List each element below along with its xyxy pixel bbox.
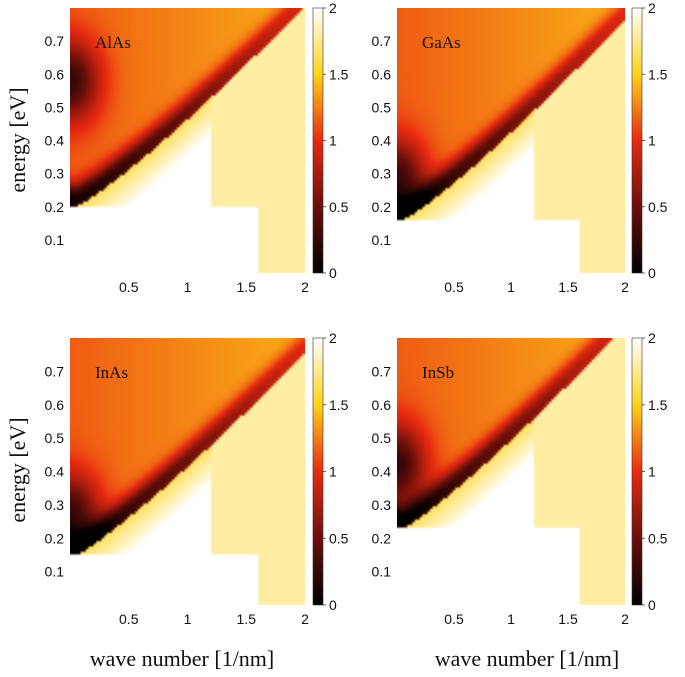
y-tick-label: 0.1: [372, 232, 392, 248]
colorbar-tick-label: 1: [648, 464, 656, 480]
x-tick-label: 1: [507, 279, 515, 295]
x-tick-label: 1.5: [237, 611, 257, 627]
y-tick-label: 0.3: [45, 166, 65, 182]
colorbar-tick-label: 1: [648, 133, 656, 149]
y-tick-label: 0.3: [45, 497, 65, 513]
y-tick-label: 0.4: [372, 464, 392, 480]
colorbar-tick-label: 1.5: [329, 397, 349, 413]
colorbar-tick-label: 2: [329, 330, 337, 346]
x-tick-label: 1.5: [558, 611, 578, 627]
colorbar-tick-label: 1.5: [648, 397, 668, 413]
panel-gaas: GaAs 0.1 0.2 0.3 0.4 0.5 0.6 0.7 0.5 1 1.5 2 0 0.5 1 1.…: [372, 0, 668, 295]
y-tick-label: 0.5: [45, 430, 65, 446]
heatmap-image-alas: [70, 8, 305, 273]
y-tick-label: 0.7: [45, 33, 65, 49]
y-tick-label: 0.5: [372, 430, 392, 446]
x-tick-label: 0.5: [119, 611, 139, 627]
y-tick-label: 0.2: [372, 199, 392, 215]
panel-label: GaAs: [422, 33, 461, 52]
panel-label: InSb: [422, 363, 454, 382]
y-axis-label-top: energy [eV]: [5, 87, 30, 192]
x-tick-label: 2: [621, 611, 629, 627]
y-tick-label: 0.5: [45, 99, 65, 115]
x-tick-label: 0.5: [119, 279, 139, 295]
panel-insb: InSb 0.1 0.2 0.3 0.4 0.5 0.6 0.7 0.5 1 1.5 2 0 0.5 1 1.…: [372, 330, 668, 627]
y-tick-label: 0.2: [45, 199, 65, 215]
y-tick-label: 0.4: [372, 133, 392, 149]
x-tick-label: 1.5: [237, 279, 257, 295]
y-tick-label: 0.1: [45, 564, 65, 580]
colorbar-tick-label: 1.5: [329, 66, 349, 82]
colorbar: [631, 337, 643, 606]
x-tick-label: 2: [621, 279, 629, 295]
colorbar-tick-label: 0.5: [329, 199, 349, 215]
colorbar: [631, 7, 643, 274]
colorbar-tick-label: 0: [329, 265, 337, 281]
x-tick-label: 1.5: [558, 279, 578, 295]
y-tick-label: 0.4: [45, 133, 65, 149]
y-tick-label: 0.2: [45, 530, 65, 546]
colorbar-tick-label: 1: [329, 464, 337, 480]
colorbar: [312, 7, 324, 274]
y-tick-label: 0.7: [372, 33, 392, 49]
colorbar-tick-label: 2: [648, 0, 656, 16]
y-tick-label: 0.4: [45, 464, 65, 480]
y-tick-label: 0.1: [45, 232, 65, 248]
colorbar-tick-label: 2: [648, 330, 656, 346]
y-tick-label: 0.3: [372, 497, 392, 513]
y-tick-label: 0.3: [372, 166, 392, 182]
y-tick-label: 0.2: [372, 530, 392, 546]
panel-label: InAs: [95, 363, 128, 382]
colorbar-tick-label: 1: [329, 133, 337, 149]
y-tick-label: 0.7: [45, 363, 65, 379]
x-tick-label: 2: [301, 279, 309, 295]
x-tick-label: 1: [184, 611, 192, 627]
x-tick-label: 1: [184, 279, 192, 295]
colorbar-tick-label: 0.5: [648, 199, 668, 215]
heatmap-image-gaas: [397, 8, 625, 273]
x-tick-label: 1: [507, 611, 515, 627]
y-tick-label: 0.6: [45, 397, 65, 413]
x-axis-label-right: wave number [1/nm]: [435, 646, 620, 671]
y-tick-label: 0.7: [372, 363, 392, 379]
colorbar-tick-label: 0: [648, 597, 656, 613]
panels-layer: AlAs 0.1 0.2 0.3 0.4 0.5 0.6 0.7 0.5 1 1.5 2 0 0.5 1 1.…: [45, 0, 668, 627]
y-tick-label: 0.6: [372, 397, 392, 413]
x-tick-label: 0.5: [444, 279, 464, 295]
y-axis-label-bottom: energy [eV]: [5, 417, 30, 522]
y-tick-label: 0.6: [45, 66, 65, 82]
y-tick-label: 0.6: [372, 66, 392, 82]
heatmap-image-insb: [397, 338, 625, 605]
colorbar-tick-label: 0: [329, 597, 337, 613]
colorbar-tick-label: 0.5: [329, 530, 349, 546]
colorbar-tick-label: 1.5: [648, 66, 668, 82]
colorbar-tick-label: 2: [329, 0, 337, 16]
x-tick-label: 2: [301, 611, 309, 627]
panel-alas: AlAs 0.1 0.2 0.3 0.4 0.5 0.6 0.7 0.5 1 1.5 2 0 0.5 1 1.…: [45, 0, 349, 295]
panel-label: AlAs: [95, 33, 131, 52]
colorbar-tick-label: 0: [648, 265, 656, 281]
x-axis-label-left: wave number [1/nm]: [90, 646, 275, 671]
y-tick-label: 0.5: [372, 99, 392, 115]
y-tick-label: 0.1: [372, 564, 392, 580]
colorbar: [312, 337, 324, 606]
panel-inas: InAs 0.1 0.2 0.3 0.4 0.5 0.6 0.7 0.5 1 1.5 2 0 0.5 1 1.…: [45, 330, 349, 627]
colorbar-tick-label: 0.5: [648, 530, 668, 546]
heatmap-image-inas: [70, 338, 305, 605]
x-tick-label: 0.5: [444, 611, 464, 627]
